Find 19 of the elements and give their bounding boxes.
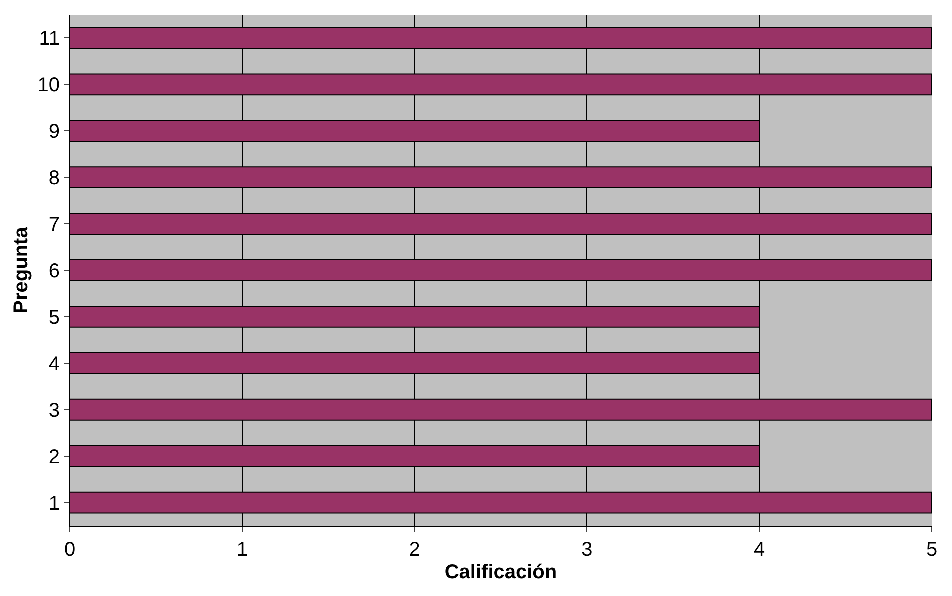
y-tick-label: 6 xyxy=(48,260,60,282)
x-axis-title: Calificación xyxy=(444,562,558,584)
x-tick-label: 2 xyxy=(409,539,420,561)
y-tick-label: 10 xyxy=(38,74,60,97)
y-tick-label: 4 xyxy=(48,353,60,376)
y-tick-label: 9 xyxy=(48,121,60,144)
y-tick-label: 5 xyxy=(48,306,60,329)
x-tick-label: 3 xyxy=(582,539,593,561)
x-tick-label: 0 xyxy=(64,539,76,561)
y-tick-label: 3 xyxy=(48,400,60,422)
y-tick-label: 1 xyxy=(48,492,60,515)
y-tick-label: 2 xyxy=(48,446,60,468)
x-tick-label: 4 xyxy=(754,539,766,561)
x-tick-label: 5 xyxy=(926,539,938,561)
y-tick-label: 8 xyxy=(48,168,60,190)
y-tick-label: 11 xyxy=(39,28,60,50)
x-tick-label: 1 xyxy=(236,539,248,561)
y-axis-title: Pregunta xyxy=(10,226,32,314)
y-tick-label: 7 xyxy=(48,214,60,236)
